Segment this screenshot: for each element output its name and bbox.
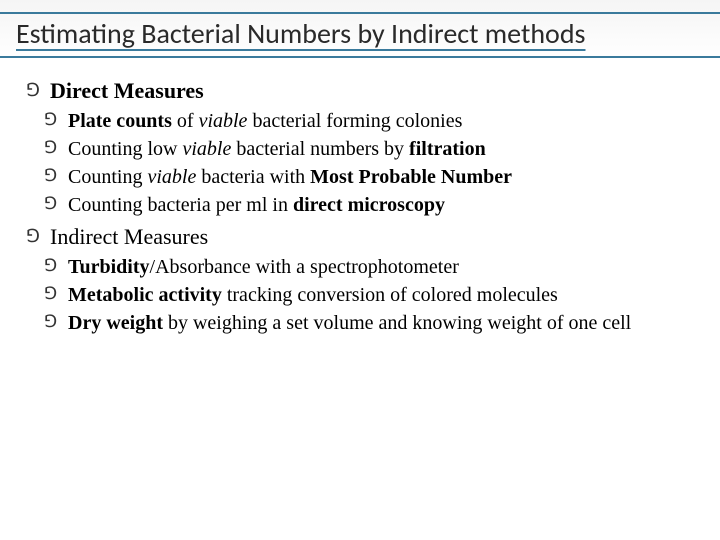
list-item: ⅁ Counting bacteria per ml in direct mic… xyxy=(20,192,700,218)
list-item-text: Plate counts of viable bacterial forming… xyxy=(68,110,462,132)
list-item-text: Counting viable bacteria with Most Proba… xyxy=(68,166,512,188)
slide-content: ⅁ Direct Measures ⅁ Plate counts of viab… xyxy=(0,60,720,336)
header-rule-bottom xyxy=(0,56,720,58)
bullet-icon: ⅁ xyxy=(44,165,57,187)
bullet-icon: ⅁ xyxy=(44,255,57,277)
list-item-text: Turbidity/Absorbance with a spectrophoto… xyxy=(68,256,459,278)
list-item-text: Counting bacteria per ml in direct micro… xyxy=(68,194,445,216)
section-heading: ⅁ Direct Measures xyxy=(20,78,700,104)
bullet-icon: ⅁ xyxy=(44,193,57,215)
list-item: ⅁ Counting viable bacteria with Most Pro… xyxy=(20,164,700,190)
section-heading: ⅁ Indirect Measures xyxy=(20,224,700,250)
bullet-icon: ⅁ xyxy=(44,137,57,159)
list-item-text: Metabolic activity tracking conversion o… xyxy=(68,284,558,306)
bullet-icon: ⅁ xyxy=(44,311,57,333)
list-item: ⅁ Turbidity/Absorbance with a spectropho… xyxy=(20,254,700,280)
section-heading-text: Indirect Measures xyxy=(50,224,208,249)
slide-header: Estimating Bacterial Numbers by Indirect… xyxy=(0,0,720,60)
list-item: ⅁ Dry weight by weighing a set volume an… xyxy=(20,310,700,336)
list-item: ⅁ Plate counts of viable bacterial formi… xyxy=(20,108,700,134)
list-item-text: Dry weight by weighing a set volume and … xyxy=(68,312,631,334)
bullet-icon: ⅁ xyxy=(44,283,57,305)
list-item-text: Counting low viable bacterial numbers by… xyxy=(68,138,486,160)
bullet-icon: ⅁ xyxy=(26,80,40,101)
list-item: ⅁ Metabolic activity tracking conversion… xyxy=(20,282,700,308)
bullet-icon: ⅁ xyxy=(26,226,40,247)
list-item: ⅁ Counting low viable bacterial numbers … xyxy=(20,136,700,162)
slide-title: Estimating Bacterial Numbers by Indirect… xyxy=(0,8,720,51)
section-heading-text: Direct Measures xyxy=(50,78,204,103)
bullet-icon: ⅁ xyxy=(44,109,57,131)
